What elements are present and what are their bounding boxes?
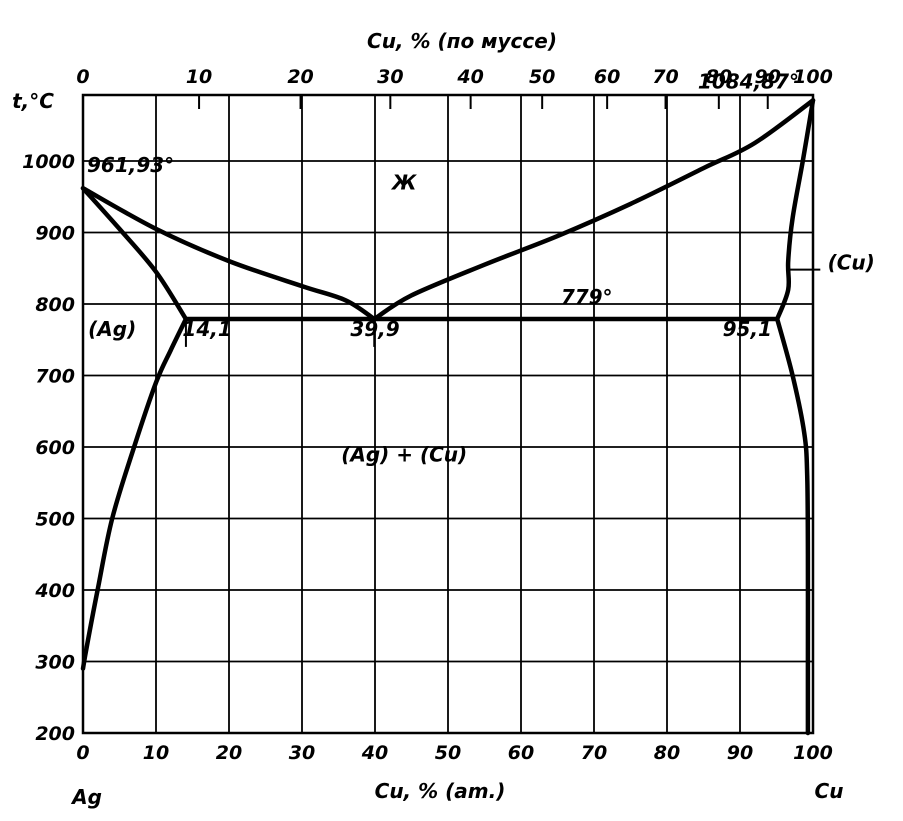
solubility-ag: 14,1 xyxy=(182,317,231,341)
x-bottom-tick-label: 70 xyxy=(581,742,607,764)
y-tick-label: 1000 xyxy=(22,151,75,173)
x-top-tick-label: 0 xyxy=(76,66,89,88)
x-top-tick-label: 70 xyxy=(652,66,678,88)
y-tick-label: 300 xyxy=(35,652,75,674)
top-axis-title: Cu, % (по муссе) xyxy=(367,29,557,53)
solubility-cu: 95,1 xyxy=(723,317,772,341)
ag-melting-point: 961,93° xyxy=(87,153,174,177)
bottom-axis-title: Cu, % (am.) xyxy=(375,779,506,803)
y-tick-label: 700 xyxy=(35,366,75,388)
x-top-tick-label: 90 xyxy=(755,66,781,88)
curve-liquidus-cu xyxy=(372,98,816,322)
x-bottom-tick-label: 50 xyxy=(435,742,461,764)
plot-frame xyxy=(81,93,815,735)
curve-liquidus-ag xyxy=(80,185,377,322)
curve-solvus-cu xyxy=(774,316,811,736)
x-bottom-tick-label: 60 xyxy=(508,742,534,764)
x-bottom-tick-label: 80 xyxy=(654,742,680,764)
liquid-phase: Ж xyxy=(390,171,417,195)
cu-melting-point: 1084,87° xyxy=(698,69,799,93)
eutectic-composition: 39,9 xyxy=(350,317,399,341)
x-top-tick-label: 50 xyxy=(529,66,555,88)
annotations: 961,93° 1084,87° Ж 779° (Ag) (Cu) (Ag) + (Cu) 1… xyxy=(87,69,875,466)
x-bottom-tick-label: 20 xyxy=(216,742,242,764)
x-top-tick-label: 60 xyxy=(594,66,620,88)
curve-solvus-ag xyxy=(80,316,189,671)
x-top-tick-label: 100 xyxy=(793,66,833,88)
x-top-tick-label: 30 xyxy=(377,66,403,88)
y-tick-label: 600 xyxy=(35,437,75,459)
x-top-tick-label: 20 xyxy=(287,66,313,88)
curve-solidus-ag xyxy=(80,185,189,322)
cu-phase: (Cu) xyxy=(828,251,875,275)
x-top-tick-label: 80 xyxy=(706,66,732,88)
y-tick-label: 900 xyxy=(35,223,75,245)
x-bottom-tick-label: 90 xyxy=(727,742,753,764)
x-top-tick-label: 40 xyxy=(456,66,483,88)
x-top-tick-label: 10 xyxy=(186,66,212,88)
y-tick-label: 200 xyxy=(35,723,75,745)
y-tick-label: 800 xyxy=(35,294,75,316)
x-bottom-tick-label: 30 xyxy=(289,742,315,764)
x-bottom-tick-label: 0 xyxy=(76,742,89,764)
y-axis-title: t,°C xyxy=(12,89,54,113)
ticks xyxy=(82,95,821,347)
curve-solidus-cu xyxy=(774,98,816,322)
grid xyxy=(83,95,813,733)
x-bottom-tick-label: 10 xyxy=(143,742,169,764)
y-tick-label: 500 xyxy=(35,509,75,531)
two-phase-region: (Ag) + (Cu) xyxy=(341,442,467,466)
left-element-label: Ag xyxy=(70,785,102,809)
ag-phase: (Ag) xyxy=(88,317,136,341)
y-tick-label: 400 xyxy=(34,580,75,602)
right-element-label: Cu xyxy=(815,779,844,803)
eutectic-temp: 779° xyxy=(561,285,613,309)
phase-boundaries xyxy=(80,98,816,736)
x-bottom-tick-label: 100 xyxy=(793,742,833,764)
x-bottom-tick-label: 40 xyxy=(361,742,388,764)
